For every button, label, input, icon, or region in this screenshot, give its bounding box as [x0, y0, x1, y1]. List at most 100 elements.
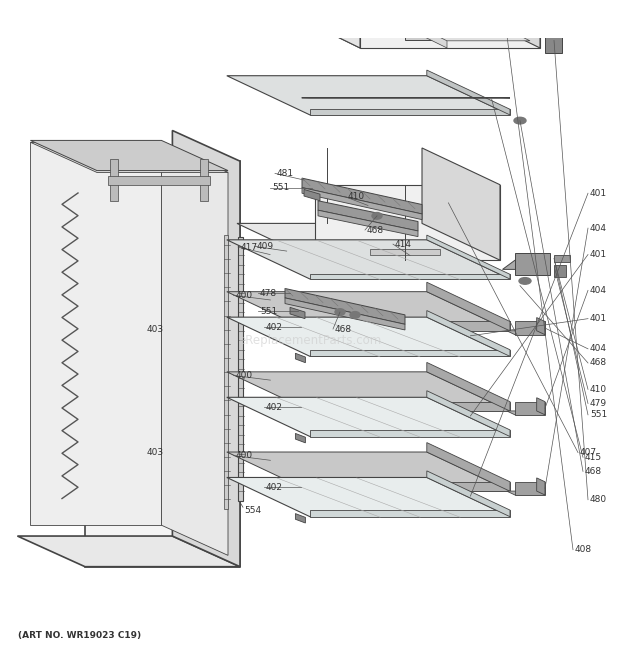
Polygon shape	[200, 159, 208, 201]
Polygon shape	[503, 260, 550, 270]
Polygon shape	[370, 249, 440, 255]
Polygon shape	[545, 34, 562, 53]
Ellipse shape	[519, 278, 531, 284]
Polygon shape	[554, 265, 566, 277]
Polygon shape	[30, 142, 161, 525]
Ellipse shape	[372, 213, 382, 219]
Text: 410: 410	[348, 192, 365, 202]
Text: 402: 402	[266, 483, 283, 492]
Text: 414: 414	[425, 0, 442, 1]
Polygon shape	[507, 330, 545, 334]
Polygon shape	[295, 434, 306, 443]
Polygon shape	[427, 471, 510, 517]
Text: eReplacementParts.com: eReplacementParts.com	[238, 334, 382, 347]
Polygon shape	[227, 76, 510, 115]
Ellipse shape	[350, 311, 360, 318]
Polygon shape	[507, 491, 545, 495]
Text: 468: 468	[335, 325, 352, 334]
Polygon shape	[17, 536, 240, 566]
Polygon shape	[290, 14, 540, 48]
Polygon shape	[302, 188, 422, 219]
Text: 402: 402	[266, 403, 283, 412]
Polygon shape	[285, 288, 405, 325]
Polygon shape	[227, 477, 510, 517]
Text: 468: 468	[367, 225, 384, 235]
Polygon shape	[227, 372, 510, 411]
Text: 404: 404	[590, 344, 607, 354]
Polygon shape	[427, 235, 510, 279]
Polygon shape	[310, 274, 510, 279]
Ellipse shape	[335, 309, 345, 315]
Polygon shape	[227, 397, 510, 436]
Text: 551: 551	[272, 183, 290, 192]
Polygon shape	[427, 282, 510, 331]
Polygon shape	[537, 317, 545, 334]
Text: 414: 414	[395, 240, 412, 249]
Polygon shape	[110, 159, 118, 201]
Text: 478: 478	[260, 289, 277, 297]
Text: (ART NO. WR19023 C19): (ART NO. WR19023 C19)	[18, 631, 141, 641]
Text: 401: 401	[590, 250, 607, 259]
Text: 401: 401	[590, 314, 607, 323]
Polygon shape	[227, 452, 510, 491]
Polygon shape	[310, 430, 510, 436]
Polygon shape	[30, 140, 228, 171]
Polygon shape	[290, 307, 305, 319]
Polygon shape	[172, 130, 240, 566]
Polygon shape	[427, 70, 510, 115]
Text: 407: 407	[580, 448, 597, 457]
Text: 417: 417	[240, 243, 257, 252]
Text: 402: 402	[266, 323, 283, 332]
Polygon shape	[108, 176, 210, 185]
Polygon shape	[422, 148, 500, 260]
Polygon shape	[310, 109, 510, 115]
Polygon shape	[310, 321, 510, 331]
Polygon shape	[507, 411, 545, 415]
Polygon shape	[515, 253, 550, 275]
Polygon shape	[318, 201, 418, 231]
Polygon shape	[427, 391, 510, 436]
Text: 479: 479	[590, 399, 607, 408]
Text: 410: 410	[590, 385, 607, 394]
Text: 481: 481	[277, 169, 294, 178]
Text: 404: 404	[590, 286, 607, 295]
Polygon shape	[310, 510, 510, 517]
Polygon shape	[304, 190, 320, 201]
Polygon shape	[227, 292, 510, 331]
Text: 415: 415	[585, 453, 602, 462]
Polygon shape	[387, 11, 530, 41]
Polygon shape	[310, 402, 510, 411]
Polygon shape	[290, 0, 360, 48]
Polygon shape	[30, 142, 228, 173]
Text: 551: 551	[260, 307, 277, 315]
Ellipse shape	[514, 117, 526, 124]
Polygon shape	[161, 142, 228, 555]
Polygon shape	[515, 482, 545, 495]
Polygon shape	[515, 321, 545, 334]
Polygon shape	[537, 478, 545, 495]
Polygon shape	[360, 0, 540, 48]
Polygon shape	[238, 237, 243, 500]
Text: 554: 554	[244, 506, 261, 515]
Polygon shape	[377, 0, 447, 48]
Polygon shape	[515, 402, 545, 415]
Polygon shape	[405, 27, 435, 40]
Polygon shape	[310, 350, 510, 356]
Polygon shape	[554, 254, 570, 262]
Polygon shape	[427, 443, 510, 491]
Text: 408: 408	[575, 545, 592, 554]
Polygon shape	[302, 178, 422, 214]
Polygon shape	[310, 482, 510, 491]
Polygon shape	[537, 398, 545, 415]
Text: 403: 403	[146, 448, 164, 457]
Polygon shape	[227, 240, 510, 279]
Text: 468: 468	[590, 358, 607, 368]
Polygon shape	[224, 235, 228, 509]
Polygon shape	[318, 210, 418, 237]
Text: 468: 468	[585, 467, 602, 476]
Polygon shape	[295, 514, 306, 523]
Polygon shape	[237, 223, 500, 260]
Polygon shape	[427, 311, 510, 356]
Polygon shape	[315, 184, 500, 260]
Text: 403: 403	[146, 325, 164, 334]
